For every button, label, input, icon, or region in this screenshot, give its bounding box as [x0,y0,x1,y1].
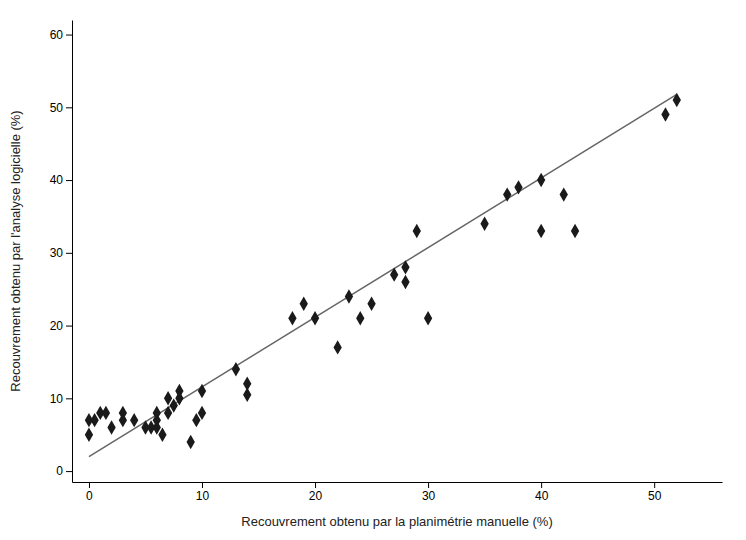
tick-mark [202,482,203,488]
point [560,187,568,201]
tick-mark [66,398,72,399]
tick-mark [66,180,72,181]
point [661,107,669,121]
tick: 40 [535,482,549,503]
point [175,384,183,398]
tick: 40 [50,173,72,187]
tick: 10 [50,392,72,406]
point [232,362,240,376]
tick-label: 50 [648,489,662,503]
tick: 10 [196,482,210,503]
tick: 0 [56,464,72,478]
tick: 50 [648,482,662,503]
tick-mark [89,482,90,488]
point [413,224,421,238]
point [537,173,545,187]
point [198,384,206,398]
point [311,311,319,325]
tick: 30 [50,246,72,260]
tick-mark [428,482,429,488]
tick-label: 20 [50,319,64,333]
point [243,377,251,391]
tick-label: 0 [56,464,63,478]
point [300,297,308,311]
tick-label: 30 [422,489,436,503]
point [673,93,681,107]
tick-mark [541,482,542,488]
marks [85,93,681,457]
tick-mark [66,35,72,36]
point [119,406,127,420]
tick-mark [66,107,72,108]
tick-label: 50 [50,101,64,115]
point [401,275,409,289]
point [514,180,522,194]
point [571,224,579,238]
tick: 0 [86,482,93,503]
point [503,187,511,201]
tick-mark [654,482,655,488]
tick-label: 10 [50,392,64,406]
y-axis-title: Recouvrement obtenu par l'analyse logici… [8,110,23,391]
chart: 0 10 20 30 40 50 0 10 20 30 40 50 60 Recouvrement obt… [0,0,746,540]
tick-label: 20 [309,489,323,503]
point [333,340,341,354]
tick: 50 [50,101,72,115]
point [288,311,296,325]
tick-mark [315,482,316,488]
point [480,217,488,231]
point [198,406,206,420]
tick: 30 [422,482,436,503]
point [85,428,93,442]
tick-label: 10 [196,489,210,503]
point [401,260,409,274]
tick-label: 0 [86,489,93,503]
axis-line [73,482,723,483]
point [187,435,195,449]
point [102,406,110,420]
tick: 20 [309,482,323,503]
axis-line [72,21,73,483]
tick-mark [66,253,72,254]
regression-line [89,94,677,456]
point [130,413,138,427]
point [345,289,353,303]
point [153,406,161,420]
point [367,297,375,311]
tick: 20 [50,319,72,333]
tick-label: 40 [50,173,64,187]
tick: 60 [50,28,72,42]
tick-mark [66,326,72,327]
x-axis-title: Recouvrement obtenu par la planimétrie m… [241,514,552,529]
tick-label: 30 [50,246,64,260]
point [424,311,432,325]
point [356,311,364,325]
point [158,428,166,442]
tick-label: 60 [50,28,64,42]
point [390,267,398,281]
point [107,420,115,434]
tick-label: 40 [535,489,549,503]
tick-mark [66,471,72,472]
plot: 0 10 20 30 40 50 0 10 20 30 40 50 60 [50,21,723,503]
x-axis: 0 10 20 30 40 50 [73,482,723,503]
y-axis: 0 10 20 30 40 50 60 [50,21,73,483]
point [537,224,545,238]
